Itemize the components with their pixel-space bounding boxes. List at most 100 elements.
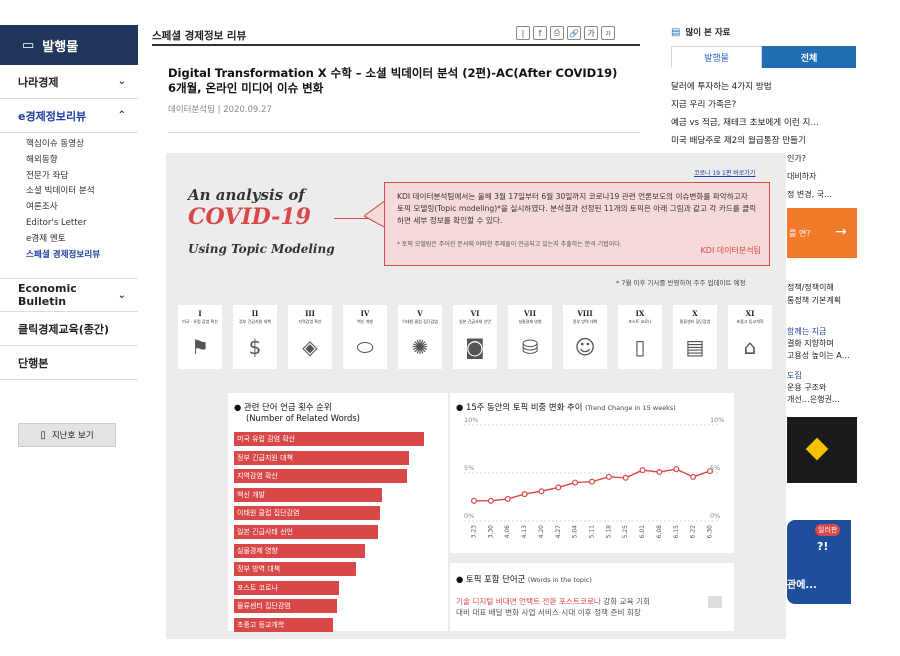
topic-label: 정부 긴급지원 대책 xyxy=(234,319,276,324)
policy-item[interactable]: 함께는 지금 xyxy=(787,326,826,337)
heading-line2: COVID-19 xyxy=(188,204,311,230)
popular-item-fragment[interactable]: 인가? xyxy=(787,153,806,164)
sidebar-subitem[interactable]: 여론조사 xyxy=(26,200,136,216)
policy-item[interactable]: 정책/정책이해 xyxy=(787,282,834,293)
sidebar-item-books[interactable]: 단행본 xyxy=(0,346,138,380)
scroll-thumb[interactable] xyxy=(708,596,722,608)
money-icon: $ xyxy=(233,335,277,359)
sidebar-subitem[interactable]: e경제 멘토 xyxy=(26,232,136,248)
policy-item[interactable]: 운용 구조와 xyxy=(787,382,826,393)
sidebar-item-label: Economic Bulletin xyxy=(18,282,118,308)
sidebar-subitem-active[interactable]: 스페셜 경제정보리뷰 xyxy=(26,248,136,264)
topic-card-3[interactable]: III 지역감염 확산 ◈ xyxy=(288,305,332,369)
popular-item[interactable]: 달러에 투자하는 4가지 방법 xyxy=(671,80,857,92)
topic-label: 물류센터 집단감염 xyxy=(674,319,716,324)
topic-card-7[interactable]: VII 실물경제 영향 ⛁ xyxy=(508,305,552,369)
popular-item[interactable]: 예금 vs 적금, 재테크 초보에게 이런 지… xyxy=(671,116,857,128)
font-larger-button[interactable]: 가 xyxy=(584,26,598,40)
y-tick-label-right: 0% xyxy=(710,512,720,520)
link-icon[interactable]: 🔗 xyxy=(567,26,581,40)
article-divider xyxy=(168,132,640,133)
policy-item[interactable]: 개선…은행권… xyxy=(787,394,840,405)
sidebar-item-label: e경제정보리뷰 xyxy=(18,108,86,124)
title-divider xyxy=(152,44,640,46)
promo-banner[interactable]: 를 면? → xyxy=(787,208,857,258)
x-tick-label: 6.01 xyxy=(639,525,646,539)
topic-card-9[interactable]: IX 포스트 코로나 ▯ xyxy=(618,305,662,369)
trend-point xyxy=(488,498,493,503)
trend-point xyxy=(708,469,713,474)
topic-card-6[interactable]: VI 일본 긴급사태 선언 ◙ xyxy=(453,305,497,369)
tab-all[interactable]: 전체 xyxy=(762,46,856,68)
x-tick-label: 3.23 xyxy=(471,525,478,539)
font-smaller-button[interactable]: 가 xyxy=(601,26,615,40)
sidebar-item-ereview[interactable]: e경제정보리뷰 ⌃ xyxy=(0,99,138,133)
arrow-right-icon: → xyxy=(835,224,847,240)
part1-link[interactable]: 코로나 19 1편 바로가기 xyxy=(694,168,755,177)
policy-item[interactable]: 도집 xyxy=(787,370,802,381)
twitter-icon[interactable]: ❘ xyxy=(516,26,530,40)
topic-card-1[interactable]: I 미국 · 유럽 감염 확산 ⚑ xyxy=(178,305,222,369)
topic-card-11[interactable]: XI 초중고 등교개학 ⌂ xyxy=(728,305,772,369)
sidebar-subitem[interactable]: 소셜 빅데이터 분석 xyxy=(26,184,136,200)
topic-number: V xyxy=(398,309,442,318)
sidebar-subitem[interactable]: 핵심이슈 동영상 xyxy=(26,137,136,153)
x-tick-label: 4.06 xyxy=(504,525,511,539)
topic-number: II xyxy=(233,309,277,318)
topic-card-10[interactable]: X 물류센터 집단감염 ▤ xyxy=(673,305,717,369)
publication-icon: ▭ xyxy=(22,38,34,53)
ranking-bar: 정부 방역 대책 xyxy=(234,562,356,576)
x-tick-label: 4.27 xyxy=(555,525,562,539)
infographic-banner: 코로나 19 1편 바로가기 An analysis of COVID-19 U… xyxy=(166,160,786,272)
topic-number: IX xyxy=(618,309,662,318)
sidebar-item-bulletin[interactable]: Economic Bulletin ⌄ xyxy=(0,278,138,312)
trend-point xyxy=(573,480,578,485)
ranking-bar: 백신 개발 xyxy=(234,488,382,502)
popular-item-fragment[interactable]: 대비하자 xyxy=(787,171,816,182)
sidebar-item-nara[interactable]: 나라경제 ⌄ xyxy=(0,65,138,99)
topic-card-5[interactable]: V 이태원 클럽 집단감염 ✺ xyxy=(398,305,442,369)
popular-item[interactable]: 지금 우리 가족은? xyxy=(671,98,857,110)
popular-item-fragment[interactable]: 정 변경, 국… xyxy=(787,189,832,200)
trend-point xyxy=(590,479,595,484)
sidebar-subitem[interactable]: 해외동향 xyxy=(26,153,136,169)
topic-card-4[interactable]: IV 백신 개발 ⬭ xyxy=(343,305,387,369)
sidebar-item-click[interactable]: 클릭경제교육(종간) xyxy=(0,312,138,346)
article-title: Digital Transformation X 수학 – 소셜 빅데이터 분석… xyxy=(168,66,628,96)
archive-button[interactable]: ▯ 지난호 보기 xyxy=(18,423,116,447)
sidebar-sublist: 핵심이슈 동영상 해외동향 전문가 좌담 소셜 빅데이터 분석 여론조사 Edi… xyxy=(26,137,136,263)
article-meta: 데이터분석팀 | 2020.09.27 xyxy=(168,103,272,115)
book-icon: ▯ xyxy=(40,430,46,441)
topic-number: III xyxy=(288,309,332,318)
highlighted-words: 기술 디지털 비대면 언택트 전환 포스트코로나 xyxy=(456,597,601,606)
description-box: KDI 데이터분석팀에서는 올해 3월 17일부터 6월 30일까지 코로나19… xyxy=(384,182,770,266)
sidebar-header[interactable]: ▭ 발행물 xyxy=(0,25,138,65)
video-banner[interactable] xyxy=(787,417,857,483)
box-icon: ▤ xyxy=(673,335,717,359)
topic-card-8[interactable]: VIII 정부 방역 대책 ☺ xyxy=(563,305,607,369)
policy-item[interactable]: 고용성 높이는 A… xyxy=(787,350,850,361)
facebook-icon[interactable]: f xyxy=(533,26,547,40)
popular-item[interactable]: 미국 배당주로 제2의 월급통장 만들기 xyxy=(671,134,857,146)
trend-point xyxy=(505,497,510,502)
ranking-bar: 미국 유럽 감염 확산 xyxy=(234,432,424,446)
tab-publications[interactable]: 발행물 xyxy=(671,46,762,68)
sidebar-subitem[interactable]: Editor's Letter xyxy=(26,216,136,232)
policy-item[interactable]: 결화 지향하며 xyxy=(787,338,834,349)
topic-label: 일본 긴급사태 선언 xyxy=(454,319,496,324)
description-note: * 토픽 모델링은 주어진 문서에 어떠한 주제들이 언급되고 있는지 추출하는… xyxy=(397,239,622,248)
share-toolbar: ❘ f ⎙ 🔗 가 가 xyxy=(516,26,615,40)
topic-label: 지역감염 확산 xyxy=(289,319,331,324)
topic-label: 포스트 코로나 xyxy=(619,319,661,324)
illustration-banner[interactable]: 일러판 ?! 관에... xyxy=(787,520,851,604)
topic-label: 이태원 클럽 집단감염 xyxy=(399,319,441,324)
print-icon[interactable]: ⎙ xyxy=(550,26,564,40)
ranking-bar: 일본 긴급사태 선언 xyxy=(234,525,378,539)
sidebar-subitem[interactable]: 전문가 좌담 xyxy=(26,169,136,185)
policy-item[interactable]: 통정책 기본계획 xyxy=(787,295,841,306)
ranking-subtitle: (Number of Related Words) xyxy=(246,413,360,423)
x-tick-label: 6.30 xyxy=(707,525,714,539)
topic-card-2[interactable]: II 정부 긴급지원 대책 $ xyxy=(233,305,277,369)
trend-point xyxy=(691,474,696,479)
description-source: KDI 데이터분석팀 xyxy=(701,245,761,256)
